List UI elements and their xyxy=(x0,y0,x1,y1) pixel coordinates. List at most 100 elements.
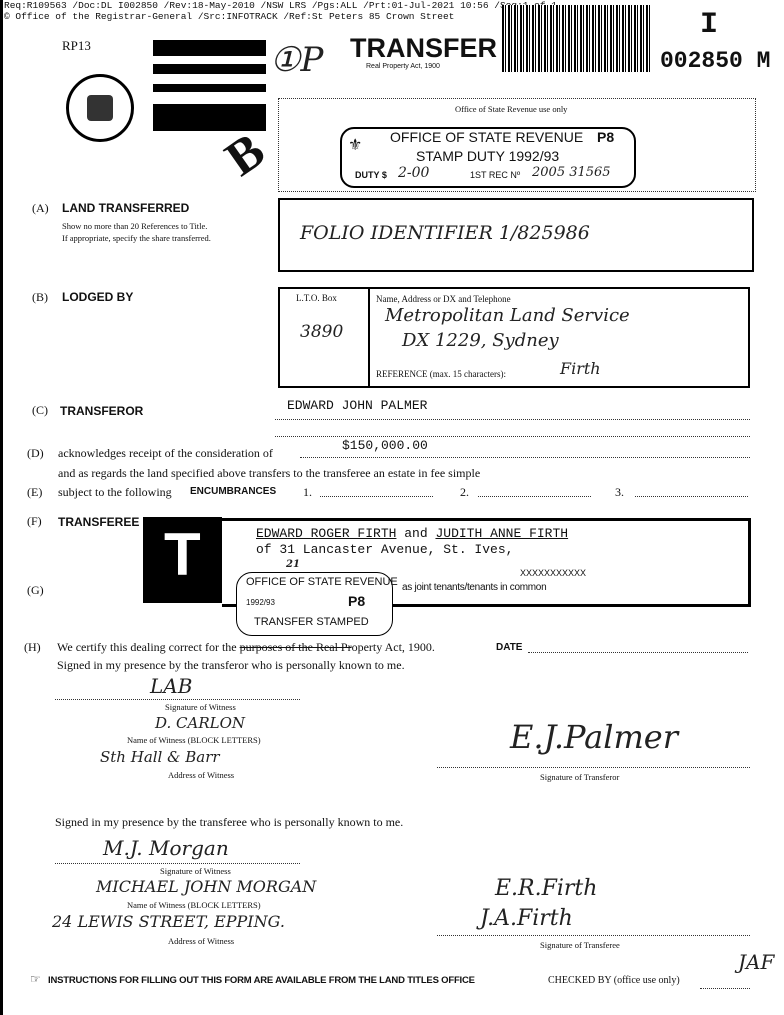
form-title: TRANSFER xyxy=(350,33,497,63)
duty-value: 2-00 xyxy=(398,165,430,181)
revenue-use-box xyxy=(278,98,756,192)
divider xyxy=(368,287,370,386)
land-transferred-heading: LAND TRANSFERRED xyxy=(62,201,190,215)
signature-of-transferor-label: Signature of Transferor xyxy=(540,772,620,782)
encumbrance-2: 2. xyxy=(460,485,469,499)
form-code: RP13 xyxy=(62,38,91,53)
folio-identifier: FOLIO IDENTIFIER 1/825986 xyxy=(300,222,590,244)
transferee-name-2: JUDITH ANNE FIRTH xyxy=(435,526,569,541)
rec-label: 1ST REC Nº xyxy=(470,170,521,180)
reference-value: Firth xyxy=(560,359,601,378)
name-address-label: Name, Address or DX and Telephone xyxy=(376,294,511,304)
header-line-1: Req:R109563 /Doc:DL I002850 /Rev:18-May-… xyxy=(4,0,557,11)
stamp-code: P8 xyxy=(597,129,615,145)
stamp2-footer: TRANSFER STAMPED xyxy=(254,616,369,628)
lodger-name: Metropolitan Land Service xyxy=(385,305,630,326)
stamp2-code: P8 xyxy=(348,593,366,609)
transferee-heading: TRANSFEREE xyxy=(58,515,140,529)
checked-by-label: CHECKED BY (office use only) xyxy=(548,975,680,986)
header-line-2: © Office of the Registrar-General /Src:I… xyxy=(4,11,455,22)
transferor-signature: E.J.Palmer xyxy=(510,718,679,756)
tenancy-strikeout: XXXXXXXXXXX xyxy=(520,568,587,578)
checked-initials: JAF xyxy=(738,950,775,974)
signature-of-witness-label: Signature of Witness xyxy=(165,702,236,712)
lodged-by-box xyxy=(278,287,750,388)
reference-label: REFERENCE (max. 15 characters): xyxy=(376,369,506,379)
witness-signature-2: M.J. Morgan xyxy=(103,836,229,860)
transferor-witness-text: Signed in my presence by the transferor … xyxy=(57,658,405,672)
section-letter-g: (G) xyxy=(27,583,44,597)
stamp2-title: OFFICE OF STATE REVENUE xyxy=(246,576,398,588)
barcode xyxy=(502,5,652,72)
stamp-title: OFFICE OF STATE REVENUE xyxy=(390,129,584,145)
address-of-witness-label: Address of Witness xyxy=(168,770,235,780)
witness-signature: LAB xyxy=(150,674,193,698)
consideration-value: $150,000.00 xyxy=(342,438,428,453)
address-correction: 21 xyxy=(286,559,300,570)
encumbrances-heading: ENCUMBRANCES xyxy=(190,486,277,497)
witness-name-2: MICHAEL JOHN MORGAN xyxy=(96,877,317,896)
witness-name: D. CARLON xyxy=(155,714,246,732)
section-letter-f: (F) xyxy=(27,514,42,528)
note: Show no more than 20 References to Title… xyxy=(62,221,208,231)
lto-box-label: L.T.O. Box xyxy=(296,293,337,303)
stamp-duty-stamp xyxy=(340,127,636,188)
signature-of-witness-label-2: Signature of Witness xyxy=(160,866,231,876)
dealing-number: 002850 M xyxy=(660,48,771,74)
redaction-bar xyxy=(153,40,266,56)
name-of-witness-label-2: Name of Witness (BLOCK LETTERS) xyxy=(127,900,261,910)
registrar-general-seal xyxy=(66,74,134,142)
encumbrance-1: 1. xyxy=(303,485,312,499)
form-subtitle: Real Property Act, 1900 xyxy=(366,63,440,70)
section-letter-d: (D) xyxy=(27,446,44,460)
handwritten-mark: ①P xyxy=(270,40,324,80)
section-letter-a: (A) xyxy=(32,201,49,215)
duty-label: DUTY $ xyxy=(355,170,387,180)
certify-strike: purposes of the Real Pr xyxy=(239,640,352,654)
scan-edge xyxy=(0,0,3,1015)
lodged-by-heading: LODGED BY xyxy=(62,290,134,304)
date-label: DATE xyxy=(496,642,523,653)
transferee-box xyxy=(222,518,751,607)
transferee-name-1: EDWARD ROGER FIRTH xyxy=(256,526,397,541)
witness-address-2: 24 LEWIS STREET, EPPING. xyxy=(52,912,285,931)
signature-of-transferee-label: Signature of Transferee xyxy=(540,940,620,950)
and-text: and xyxy=(404,526,428,541)
encumbrances-text: subject to the following xyxy=(58,485,172,499)
name-of-witness-label: Name of Witness (BLOCK LETTERS) xyxy=(127,735,261,745)
transferee-signature-1: E.R.Firth xyxy=(495,876,598,901)
section-letter-b: (B) xyxy=(32,290,48,304)
section-letter-e: (E) xyxy=(27,485,43,499)
lto-box-value: 3890 xyxy=(300,322,344,342)
rec-value: 2005 31565 xyxy=(532,165,611,180)
transferor-heading: TRANSFEROR xyxy=(60,404,144,418)
transferee-block xyxy=(143,517,222,603)
t-block-letter: T xyxy=(164,521,201,588)
consideration-text: acknowledges receipt of the consideratio… xyxy=(58,446,273,460)
witness-address: Sth Hall & Barr xyxy=(100,748,220,766)
certify-text-end: operty Act, 1900. xyxy=(351,640,435,654)
crest-icon: ⚜ xyxy=(348,137,363,154)
stamp2-year: 1992/93 xyxy=(246,598,275,607)
transfer-stamped-stamp xyxy=(236,572,393,636)
certify-text: We certify this dealing correct for the xyxy=(57,640,237,654)
transferee-address: of 31 Lancaster Avenue, St. Ives, xyxy=(256,542,514,557)
dealing-letter: I xyxy=(700,8,719,42)
section-letter-h: (H) xyxy=(24,640,41,654)
estate-text: and as regards the land specified above … xyxy=(58,466,481,480)
transferee-signature-2: J.A.Firth xyxy=(480,906,573,931)
revenue-use-label: Office of State Revenue use only xyxy=(455,104,568,114)
redaction-bar xyxy=(153,64,266,74)
tenancy-text: as joint tenants/tenants in common xyxy=(402,582,547,593)
encumbrance-3: 3. xyxy=(615,485,624,499)
note: If appropriate, specify the share transf… xyxy=(62,233,211,243)
address-of-witness-label-2: Address of Witness xyxy=(168,936,235,946)
redaction-bar xyxy=(153,84,266,92)
stamp-sub: STAMP DUTY 1992/93 xyxy=(416,148,560,164)
instructions-text: INSTRUCTIONS FOR FILLING OUT THIS FORM A… xyxy=(48,975,475,986)
section-letter-c: (C) xyxy=(32,403,48,417)
transferor-name: EDWARD JOHN PALMER xyxy=(287,398,428,413)
lodger-dx: DX 1229, Sydney xyxy=(402,330,559,351)
redaction-bar xyxy=(153,104,266,131)
